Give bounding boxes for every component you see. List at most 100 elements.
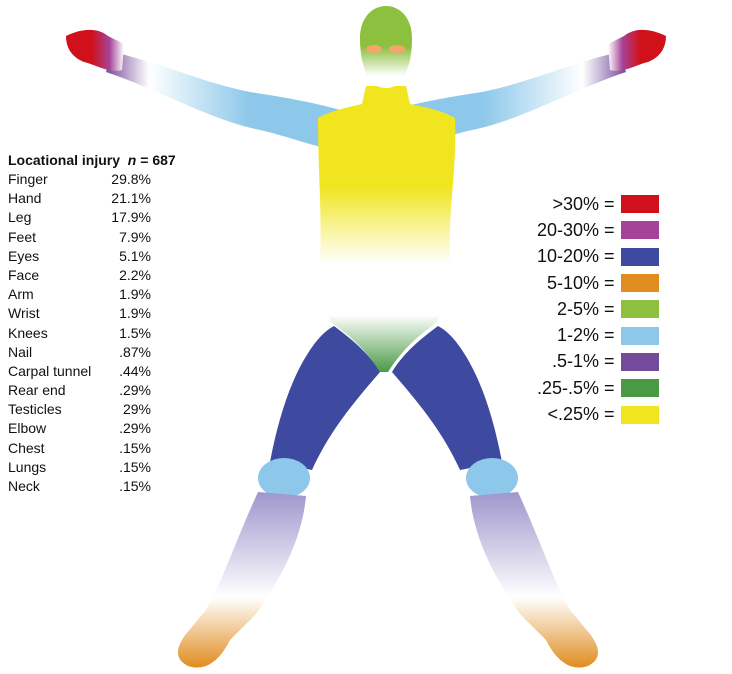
injury-site: Elbow (8, 420, 47, 437)
injury-percentage: .15% (119, 439, 151, 456)
injury-percentage: .44% (119, 362, 151, 379)
legend-item: 5-10% = (537, 270, 659, 296)
injury-percentage: 21.1% (111, 190, 151, 207)
injury-row: Nail .87% (8, 343, 176, 362)
injury-percentage: .87% (119, 343, 151, 360)
left-thigh (270, 326, 380, 470)
legend-equals: = (604, 272, 615, 293)
right-hand (608, 29, 666, 71)
right-knee (466, 458, 518, 498)
injury-percentage: 29% (122, 401, 151, 418)
legend-range: .25-.5% (537, 377, 600, 398)
color-legend: >30% = 20-30% = 10-20% = 5-10% = 2-5% = 1-2% = .5-1%… (537, 191, 659, 428)
legend-item: 2-5% = (537, 296, 659, 322)
legend-equals: = (604, 298, 615, 319)
legend-item: 1-2% = (537, 322, 659, 348)
legend-swatch (620, 405, 659, 424)
injury-row: Lungs .15% (8, 458, 176, 477)
injury-percentage: .29% (119, 420, 151, 437)
injury-percentage: 1.5% (119, 324, 151, 341)
injury-row: Arm 1.9% (8, 285, 176, 304)
injury-percentage: .29% (119, 382, 151, 399)
injury-site: Knees (8, 324, 48, 341)
injury-site: Arm (8, 286, 34, 303)
sample-size-value: = 687 (140, 152, 176, 168)
legend-swatch (620, 247, 659, 266)
injury-table-title: Locational injury n = 687 (8, 152, 176, 168)
legend-swatch (620, 352, 659, 371)
head (360, 6, 412, 88)
legend-equals: = (604, 219, 615, 240)
injury-percentage: 17.9% (111, 209, 151, 226)
legend-item: 20-30% = (537, 217, 659, 243)
injury-row: Feet 7.9% (8, 228, 176, 247)
legend-range: .5-1% (552, 351, 600, 372)
legend-range: 2-5% (557, 298, 600, 319)
legend-equals: = (604, 193, 615, 214)
legend-equals: = (604, 377, 615, 398)
legend-swatch (620, 300, 659, 319)
left-knee (258, 458, 310, 498)
injury-percentage: 7.9% (119, 228, 151, 245)
legend-rows: >30% = 20-30% = 10-20% = 5-10% = 2-5% = 1-2% = .5-1%… (537, 191, 659, 428)
injury-table: Locational injury n = 687 Finger 29.8% Han… (8, 152, 176, 496)
injury-row: Knees 1.5% (8, 324, 176, 343)
legend-item: <.25% = (537, 401, 659, 427)
injury-site: Leg (8, 209, 32, 226)
injury-site: Neck (8, 478, 40, 494)
injury-site: Nail (8, 343, 33, 360)
legend-range: 5-10% (547, 272, 600, 293)
right-shin (470, 492, 599, 668)
injury-row: Finger 29.8% (8, 170, 176, 189)
injury-site: Carpal tunnel (8, 362, 92, 379)
injury-row: Carpal tunnel .44% (8, 362, 176, 381)
left-eye (366, 45, 382, 53)
legend-range: 20-30% (537, 219, 600, 240)
injury-row: Testicles 29% (8, 400, 176, 419)
injury-row: Elbow .29% (8, 419, 176, 438)
legend-range: <.25% (547, 404, 600, 425)
torso (318, 86, 456, 372)
injury-site: Finger (8, 171, 48, 187)
injury-site: Eyes (8, 247, 40, 264)
legend-equals: = (604, 351, 615, 372)
injury-site: Hand (8, 190, 42, 207)
injury-percentage: 2.2% (119, 266, 151, 283)
sample-size-label: n (127, 152, 137, 168)
legend-swatch (620, 274, 659, 293)
legend-item: 10-20% = (537, 244, 659, 270)
legend-swatch (620, 195, 659, 214)
injury-row: Eyes 5.1% (8, 247, 176, 266)
injury-percentage: 29.8% (111, 171, 151, 187)
legend-swatch (620, 221, 659, 240)
left-shin (177, 492, 306, 668)
injury-row: Rear end .29% (8, 381, 176, 400)
injury-row: Hand 21.1% (8, 189, 176, 208)
injury-row: Face 2.2% (8, 266, 176, 285)
injury-site: Wrist (8, 305, 40, 322)
legend-item: >30% = (537, 191, 659, 217)
injury-percentage: .15% (119, 478, 151, 494)
injury-site: Feet (8, 228, 37, 245)
legend-equals: = (604, 325, 615, 346)
legend-equals: = (604, 246, 615, 267)
injury-table-title-text: Locational injury (8, 152, 121, 168)
injury-percentage: 1.9% (119, 305, 151, 322)
injury-row: Leg 17.9% (8, 208, 176, 227)
injury-row: Chest .15% (8, 439, 176, 458)
injury-row: Neck .15% (8, 477, 176, 496)
injury-percentage: 1.9% (119, 286, 151, 303)
legend-swatch (620, 326, 659, 345)
legend-item: .25-.5% = (537, 375, 659, 401)
left-arm (106, 52, 345, 150)
left-hand (66, 29, 124, 71)
legend-range: >30% (552, 193, 600, 214)
injury-site: Face (8, 266, 40, 283)
injury-site: Lungs (8, 458, 47, 475)
injury-rows: Finger 29.8% Hand 21.1% Leg 17.9% Feet 7.9% Eyes… (8, 170, 176, 496)
injury-site: Rear end (8, 382, 66, 399)
legend-range: 1-2% (557, 325, 600, 346)
legend-equals: = (604, 404, 615, 425)
right-thigh (392, 326, 502, 470)
